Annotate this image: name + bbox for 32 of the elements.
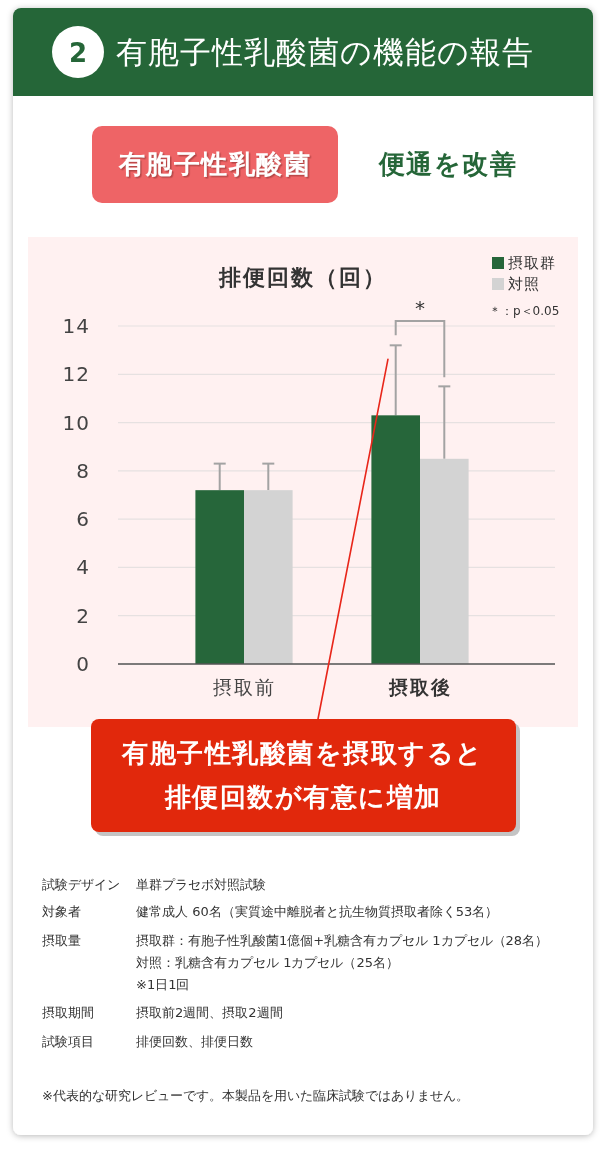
text: ※1日1回 — [136, 976, 190, 992]
text: 有胞子性乳酸菌 — [117, 149, 312, 179]
text: 対照：乳糖含有カプセル 1カプセル（25名） — [136, 954, 399, 970]
text: 摂取量 — [42, 932, 81, 948]
y-tick-label: 14 — [62, 314, 90, 338]
y-tick-label: 2 — [76, 603, 90, 628]
chart-title: 有胞子性乳酸菌の機能の報告 — [116, 34, 534, 70]
y-tick-label: 8 — [76, 458, 90, 483]
text: ※代表的な研究レビューです。本製品を用いた臨床試験ではありません。 — [42, 1087, 469, 1103]
text: 摂取群：有胞子性乳酸菌1億個+乳糖含有カプセル 1カプセル（28名） — [136, 932, 549, 948]
text: 便通を改善 — [377, 149, 518, 179]
text: 排便回数、排便日数 — [136, 1033, 253, 1049]
text: 試験デザイン — [42, 876, 120, 892]
text: * — [415, 296, 425, 320]
text: 対象者 — [42, 903, 81, 919]
text: 摂取前2週間、摂取2週間 — [136, 1004, 283, 1020]
y-tick-label: 6 — [76, 507, 90, 532]
text: ＊：p＜0.05 — [489, 304, 560, 318]
legend-label: 対照 — [508, 275, 540, 293]
y-axis-title: 排便回数（回） — [218, 264, 387, 290]
text: 摂取期間 — [42, 1004, 94, 1020]
text: 試験項目 — [42, 1033, 94, 1049]
y-tick-label: 12 — [62, 362, 90, 387]
y-tick-label: 10 — [62, 410, 90, 435]
text: 健常成人 60名（実質途中離脱者と抗生物質摂取者除く53名） — [136, 903, 499, 919]
text: 単群プラセボ対照試験 — [136, 876, 266, 892]
x-tick-label: 摂取後 — [387, 676, 452, 698]
text: 有胞子性乳酸菌を摂取すると排便回数が有意に増加 — [121, 738, 484, 812]
y-tick-label: 4 — [76, 555, 90, 580]
x-tick-label: 摂取前 — [212, 676, 276, 698]
y-tick-label: 0 — [76, 652, 90, 676]
legend-label: 摂取群 — [508, 254, 556, 272]
